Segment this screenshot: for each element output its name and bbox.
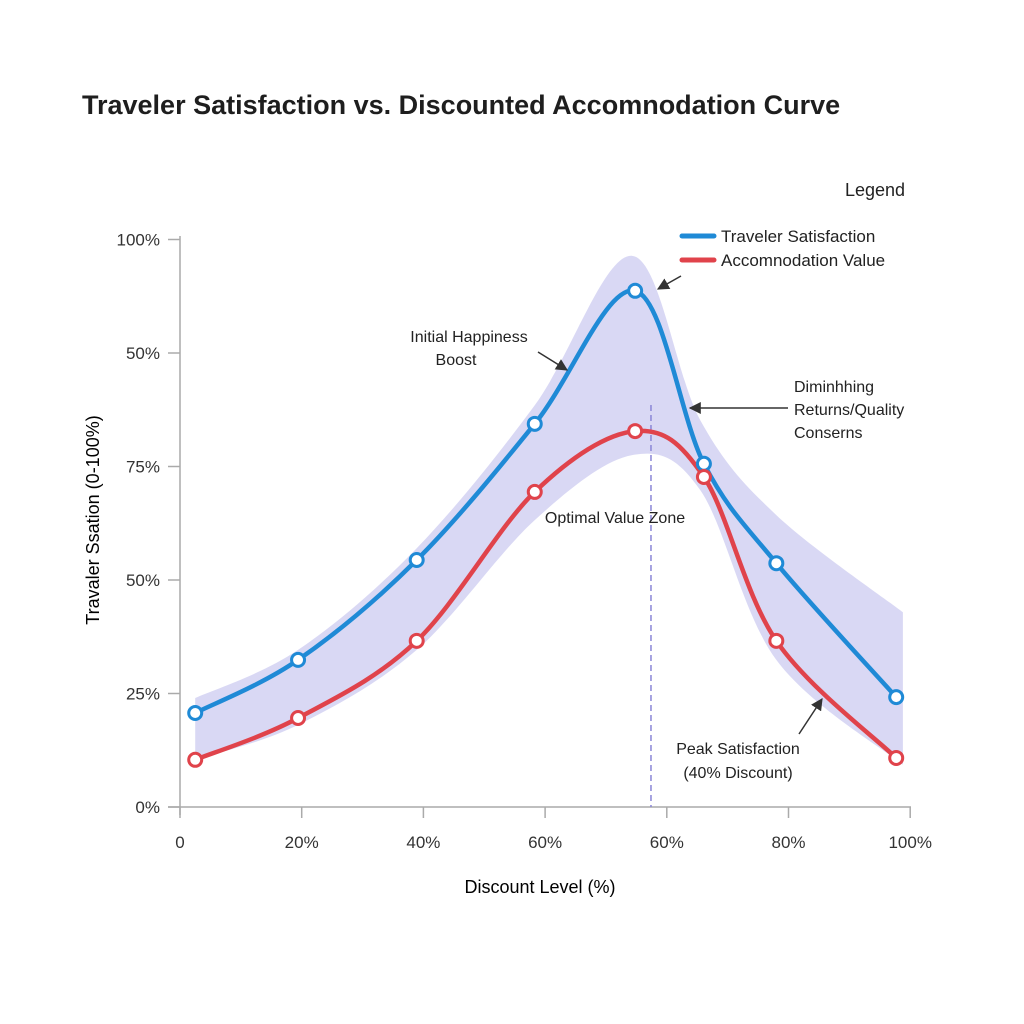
- x-tick-label: 100%: [888, 833, 931, 852]
- data-point-traveler-satisfaction: [290, 651, 307, 668]
- legend-label-satisfaction: Traveler Satisfaction: [721, 227, 875, 246]
- x-axis-label: Discount Level (%): [464, 877, 615, 897]
- data-point-accomnodation-value: [290, 710, 307, 727]
- data-point-accomnodation-value: [526, 483, 543, 500]
- data-point-traveler-satisfaction: [408, 552, 425, 569]
- y-axis-label: Travaler Ssation (0-100%): [83, 415, 103, 624]
- x-tick-label: 60%: [650, 833, 684, 852]
- annotation-initial-boost-line1: Initial Happiness: [410, 329, 527, 346]
- annotation-peak-satisfaction-line1: Peak Satisfaction: [676, 741, 800, 758]
- data-point-accomnodation-value: [187, 751, 204, 768]
- data-point-traveler-satisfaction: [526, 415, 543, 432]
- y-tick-label: 75%: [126, 458, 160, 477]
- legend-label-value: Accomnodation Value: [721, 251, 885, 270]
- data-point-traveler-satisfaction: [888, 689, 905, 706]
- series-line-traveler-satisfaction: [194, 288, 898, 716]
- annotation-peak-satisfaction-arrow: [798, 697, 823, 735]
- legend-title: Legend: [845, 180, 905, 200]
- chart-title: Traveler Satisfaction vs. Discounted Acc…: [82, 90, 841, 120]
- data-point-accomnodation-value: [695, 468, 712, 485]
- data-point-traveler-satisfaction: [187, 705, 204, 722]
- y-tick-label: 50%: [126, 344, 160, 363]
- data-point-accomnodation-value: [888, 749, 905, 766]
- annotation-diminishing-line1: Diminhhing: [794, 379, 874, 396]
- x-tick-label: 20%: [285, 833, 319, 852]
- data-point-traveler-satisfaction: [695, 455, 712, 472]
- y-tick-label: 0%: [135, 798, 160, 817]
- y-tick-label: 50%: [126, 571, 160, 590]
- annotation-diminishing-line2: Returns/Quality: [794, 402, 904, 419]
- annotation-initial-boost-line2: Boost: [436, 352, 477, 369]
- y-tick-label: 100%: [117, 231, 160, 250]
- annotation-optimal-zone: Optimal Value Zone: [545, 510, 685, 527]
- data-point-accomnodation-value: [627, 423, 644, 440]
- data-point-traveler-satisfaction: [627, 282, 644, 299]
- annotation-peak-satisfaction-line2: (40% Discount): [683, 765, 792, 782]
- x-tick-label: 40%: [406, 833, 440, 852]
- x-tick-label: 80%: [771, 833, 805, 852]
- annotation-peak-arrow: [656, 275, 682, 290]
- data-point-accomnodation-value: [408, 632, 425, 649]
- confidence-band: [195, 255, 903, 765]
- annotation-diminishing-line3: Conserns: [794, 425, 862, 442]
- annotation-initial-boost-arrow: [537, 351, 569, 371]
- data-point-traveler-satisfaction: [768, 555, 785, 572]
- y-tick-label: 25%: [126, 685, 160, 704]
- x-tick-label: 0: [175, 833, 184, 852]
- x-tick-label: 60%: [528, 833, 562, 852]
- data-point-accomnodation-value: [768, 632, 785, 649]
